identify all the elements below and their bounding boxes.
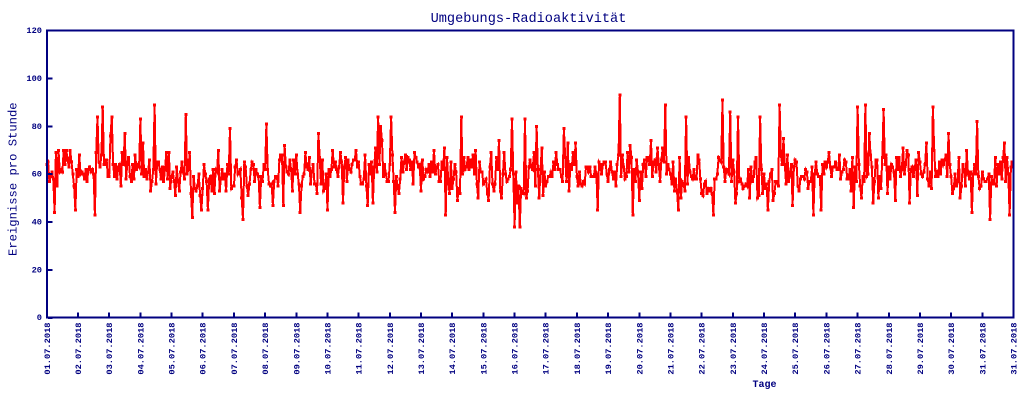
- svg-text:12.07.2018: 12.07.2018: [386, 323, 396, 375]
- svg-text:25.07.2018: 25.07.2018: [791, 323, 801, 375]
- svg-text:23.07.2018: 23.07.2018: [729, 323, 739, 375]
- svg-text:0: 0: [37, 313, 42, 323]
- svg-text:04.07.2018: 04.07.2018: [136, 323, 146, 375]
- svg-text:Umgebungs-Radioaktivität: Umgebungs-Radioaktivität: [431, 12, 627, 27]
- svg-text:80: 80: [32, 122, 42, 132]
- svg-text:26.07.2018: 26.07.2018: [822, 323, 832, 375]
- svg-text:02.07.2018: 02.07.2018: [74, 323, 84, 375]
- svg-text:15.07.2018: 15.07.2018: [479, 323, 489, 375]
- svg-text:08.07.2018: 08.07.2018: [261, 323, 271, 375]
- svg-text:03.07.2018: 03.07.2018: [105, 323, 115, 375]
- svg-text:40: 40: [32, 218, 42, 228]
- svg-text:31.07.2018: 31.07.2018: [978, 323, 988, 375]
- svg-text:06.07.2018: 06.07.2018: [199, 323, 209, 375]
- svg-text:20.07.2018: 20.07.2018: [635, 323, 645, 375]
- svg-text:14.07.2018: 14.07.2018: [448, 323, 458, 375]
- svg-text:31.07.2018: 31.07.2018: [1010, 323, 1020, 375]
- svg-text:16.07.2018: 16.07.2018: [511, 323, 521, 375]
- svg-text:29.07.2018: 29.07.2018: [916, 323, 926, 375]
- svg-text:28.07.2018: 28.07.2018: [885, 323, 895, 375]
- svg-text:Ereignisse pro Stunde: Ereignisse pro Stunde: [7, 102, 21, 256]
- svg-text:13.07.2018: 13.07.2018: [417, 323, 427, 375]
- svg-text:09.07.2018: 09.07.2018: [292, 323, 302, 375]
- svg-text:100: 100: [26, 74, 42, 84]
- svg-text:05.07.2018: 05.07.2018: [168, 323, 178, 375]
- svg-text:22.07.2018: 22.07.2018: [698, 323, 708, 375]
- svg-text:27.07.2018: 27.07.2018: [854, 323, 864, 375]
- svg-text:24.07.2018: 24.07.2018: [760, 323, 770, 375]
- svg-text:20: 20: [32, 265, 42, 275]
- svg-text:18.07.2018: 18.07.2018: [573, 323, 583, 375]
- svg-text:60: 60: [32, 170, 42, 180]
- svg-text:17.07.2018: 17.07.2018: [542, 323, 552, 375]
- svg-text:11.07.2018: 11.07.2018: [355, 323, 365, 375]
- svg-text:120: 120: [26, 26, 42, 36]
- svg-text:Tage: Tage: [752, 380, 776, 391]
- svg-text:30.07.2018: 30.07.2018: [947, 323, 957, 375]
- svg-text:21.07.2018: 21.07.2018: [667, 323, 677, 375]
- svg-text:01.07.2018: 01.07.2018: [43, 323, 53, 375]
- svg-text:19.07.2018: 19.07.2018: [604, 323, 614, 375]
- svg-text:07.07.2018: 07.07.2018: [230, 323, 240, 375]
- svg-text:10.07.2018: 10.07.2018: [324, 323, 334, 375]
